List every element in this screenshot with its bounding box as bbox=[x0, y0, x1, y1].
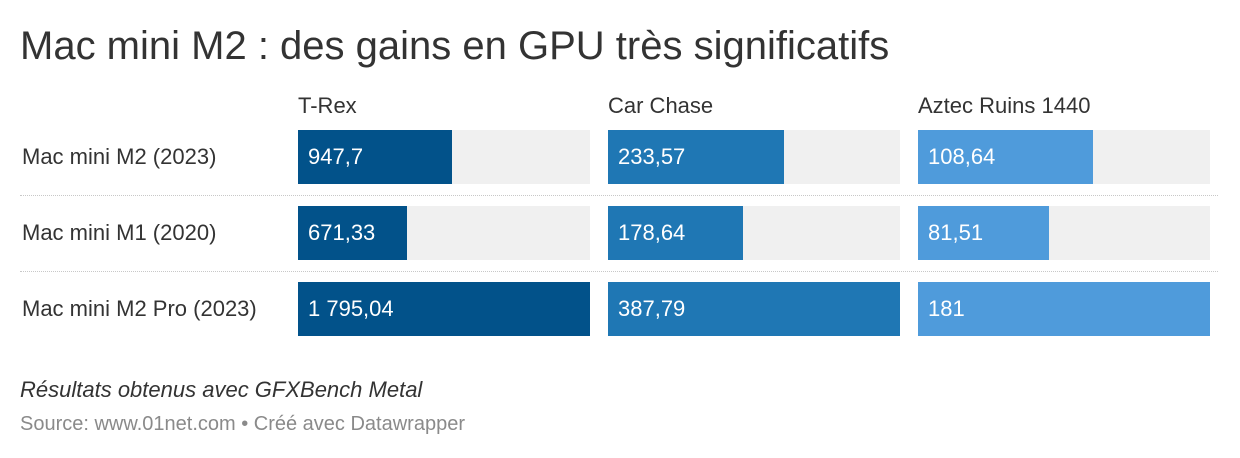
bar bbox=[918, 206, 1049, 260]
bar-value-label: 387,79 bbox=[618, 296, 686, 321]
bar-track: 81,51 bbox=[918, 206, 1210, 260]
bar-track: 1 795,04 bbox=[298, 282, 590, 336]
column-header-1: T-Rex bbox=[298, 93, 357, 118]
bar bbox=[608, 206, 743, 260]
chart-source: Source: www.01net.com • Créé avec Datawr… bbox=[20, 413, 465, 435]
row-label-3: Mac mini M2 Pro (2023) bbox=[22, 296, 257, 321]
bar-value-label: 178,64 bbox=[618, 220, 686, 245]
row-divider bbox=[20, 271, 1218, 272]
bar bbox=[298, 130, 452, 184]
bar-track: 947,7 bbox=[298, 130, 590, 184]
chart-note: Résultats obtenus avec GFXBench Metal bbox=[20, 377, 423, 402]
bar bbox=[918, 130, 1093, 184]
chart-title: Mac mini M2 : des gains en GPU très sign… bbox=[20, 24, 890, 68]
bar-value-label: 81,51 bbox=[928, 220, 984, 245]
bar-track: 181 bbox=[918, 282, 1210, 336]
bar-value-label: 671,33 bbox=[308, 220, 376, 245]
bar-track: 108,64 bbox=[918, 130, 1210, 184]
bar-track: 387,79 bbox=[608, 282, 900, 336]
bar-track: 178,64 bbox=[608, 206, 900, 260]
bar-value-label: 108,64 bbox=[928, 144, 996, 169]
bar bbox=[608, 130, 784, 184]
bar-track: 671,33 bbox=[298, 206, 590, 260]
bar-value-label: 1 795,04 bbox=[308, 296, 394, 321]
bar-value-label: 233,57 bbox=[618, 144, 686, 169]
column-header-2: Car Chase bbox=[608, 93, 714, 118]
bar-value-label: 947,7 bbox=[308, 144, 364, 169]
column-header-3: Aztec Ruins 1440 bbox=[918, 93, 1091, 118]
bar bbox=[298, 282, 590, 336]
bar bbox=[608, 282, 900, 336]
row-divider bbox=[20, 195, 1218, 196]
bar-value-label: 181 bbox=[928, 296, 965, 321]
row-label-2: Mac mini M1 (2020) bbox=[22, 220, 217, 245]
bar bbox=[298, 206, 407, 260]
bar bbox=[918, 282, 1210, 336]
row-label-1: Mac mini M2 (2023) bbox=[22, 144, 217, 169]
bar-track: 233,57 bbox=[608, 130, 900, 184]
